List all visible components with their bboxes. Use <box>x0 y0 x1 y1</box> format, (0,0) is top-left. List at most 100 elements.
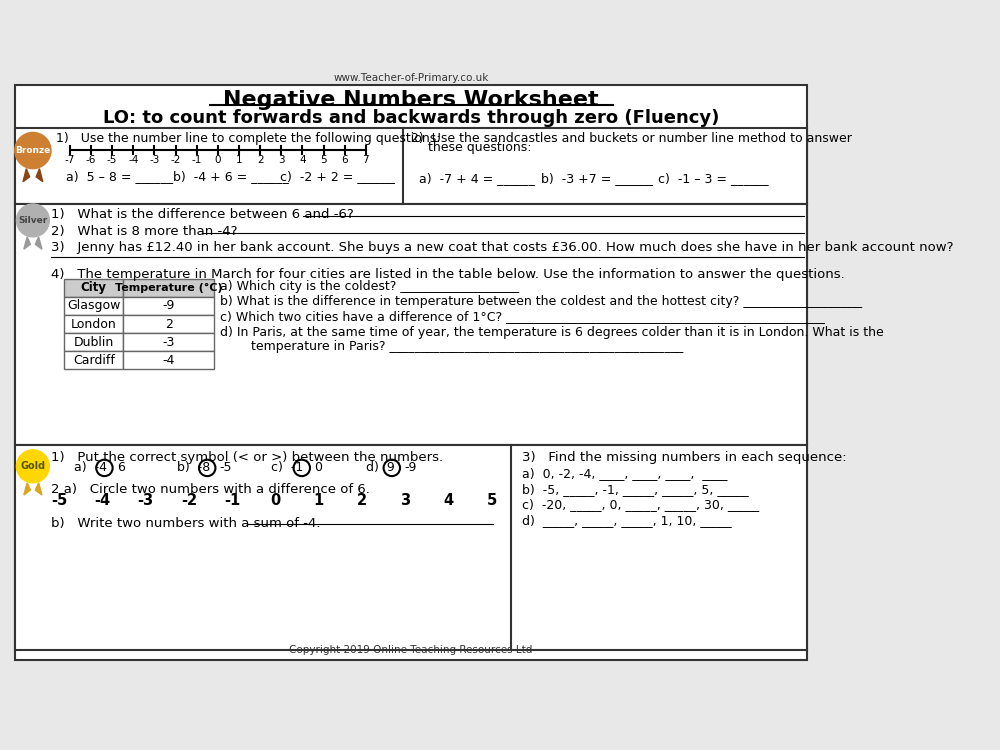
Polygon shape <box>35 237 42 249</box>
Text: London: London <box>71 317 117 331</box>
FancyBboxPatch shape <box>64 297 123 315</box>
Text: 0: 0 <box>270 494 281 508</box>
Text: a)  -7 + 4 = ______: a) -7 + 4 = ______ <box>419 172 535 185</box>
FancyBboxPatch shape <box>15 85 807 660</box>
Text: Negative Numbers Worksheet: Negative Numbers Worksheet <box>223 90 599 110</box>
Text: -2: -2 <box>181 494 197 508</box>
Text: -5: -5 <box>107 155 117 166</box>
FancyBboxPatch shape <box>123 333 214 351</box>
Text: c) Which two cities have a difference of 1°C? __________________________________: c) Which two cities have a difference of… <box>220 310 825 323</box>
FancyBboxPatch shape <box>123 297 214 315</box>
Text: b)  -8: b) -8 <box>177 461 210 475</box>
Text: 1: 1 <box>314 494 324 508</box>
Text: Silver: Silver <box>18 216 48 225</box>
Text: -9: -9 <box>404 461 417 475</box>
Polygon shape <box>23 169 30 182</box>
Text: b)   Write two numbers with a sum of -4.: b) Write two numbers with a sum of -4. <box>51 518 320 530</box>
Text: -4: -4 <box>94 494 111 508</box>
Text: 3: 3 <box>278 155 285 166</box>
Polygon shape <box>24 483 30 495</box>
Text: -3: -3 <box>162 335 175 349</box>
Text: Cardiff: Cardiff <box>73 354 115 367</box>
FancyBboxPatch shape <box>15 445 807 650</box>
Text: -2: -2 <box>170 155 181 166</box>
FancyBboxPatch shape <box>64 333 123 351</box>
Text: Temperature (°C): Temperature (°C) <box>115 283 222 293</box>
Text: -3: -3 <box>149 155 160 166</box>
Text: 3)   Jenny has £12.40 in her bank account. She buys a new coat that costs £36.00: 3) Jenny has £12.40 in her bank account.… <box>51 241 953 254</box>
FancyBboxPatch shape <box>64 279 123 297</box>
Text: 2: 2 <box>165 317 173 331</box>
Text: these questions:: these questions: <box>428 142 531 154</box>
Text: -7: -7 <box>65 155 75 166</box>
Circle shape <box>15 133 51 169</box>
Text: 3: 3 <box>400 494 410 508</box>
Text: Dublin: Dublin <box>74 335 114 349</box>
Polygon shape <box>24 237 30 249</box>
Text: 3)   Find the missing numbers in each sequence:: 3) Find the missing numbers in each sequ… <box>522 451 847 464</box>
Text: a)  0, -2, -4, ____, ____, ____,  ____: a) 0, -2, -4, ____, ____, ____, ____ <box>522 467 728 480</box>
Text: -5: -5 <box>51 494 67 508</box>
Text: d) In Paris, at the same time of year, the temperature is 6 degrees colder than : d) In Paris, at the same time of year, t… <box>220 326 884 340</box>
Text: a)  -4: a) -4 <box>74 461 107 475</box>
Text: LO: to count forwards and backwards through zero (Fluency): LO: to count forwards and backwards thro… <box>103 110 719 128</box>
Text: 1)   Use the number line to complete the following questions:: 1) Use the number line to complete the f… <box>56 131 440 145</box>
Text: a) Which city is the coldest? ___________________: a) Which city is the coldest? __________… <box>220 280 519 293</box>
Polygon shape <box>35 483 42 495</box>
Text: City: City <box>81 281 107 294</box>
Text: 1)   Put the correct symbol (< or >) between the numbers.: 1) Put the correct symbol (< or >) betwe… <box>51 451 443 464</box>
Text: Glasgow: Glasgow <box>67 299 120 313</box>
Text: 0: 0 <box>215 155 221 166</box>
FancyBboxPatch shape <box>123 315 214 333</box>
Text: d)  9: d) 9 <box>366 461 395 475</box>
Text: c)  -1 – 3 = ______: c) -1 – 3 = ______ <box>658 172 768 185</box>
Text: -9: -9 <box>162 299 175 313</box>
Text: b) What is the difference in temperature between the coldest and the hottest cit: b) What is the difference in temperature… <box>220 296 862 308</box>
Text: 6: 6 <box>117 461 125 475</box>
Text: d)  _____, _____, _____, 1, 10, _____: d) _____, _____, _____, 1, 10, _____ <box>522 514 732 527</box>
Text: -1: -1 <box>192 155 202 166</box>
Text: -5: -5 <box>220 461 232 475</box>
Text: 0: 0 <box>314 461 322 475</box>
Text: 5: 5 <box>320 155 327 166</box>
Text: www.Teacher-of-Primary.co.uk: www.Teacher-of-Primary.co.uk <box>333 74 489 83</box>
Text: Bronze: Bronze <box>15 146 51 155</box>
Text: -4: -4 <box>128 155 139 166</box>
Text: -1: -1 <box>224 494 240 508</box>
Text: a)  5 – 8 = ______: a) 5 – 8 = ______ <box>66 170 173 183</box>
Text: Gold: Gold <box>20 461 45 471</box>
Text: 2)   What is 8 more than -4?: 2) What is 8 more than -4? <box>51 224 237 238</box>
Text: 2: 2 <box>257 155 263 166</box>
Text: b)  -4 + 6 = ______: b) -4 + 6 = ______ <box>173 170 288 183</box>
Text: 2)  Use the sandcastles and buckets or number line method to answer: 2) Use the sandcastles and buckets or nu… <box>411 131 852 145</box>
Text: 4: 4 <box>443 494 454 508</box>
Text: c)  -2 + 2 = ______: c) -2 + 2 = ______ <box>280 170 394 183</box>
FancyBboxPatch shape <box>15 128 807 204</box>
FancyBboxPatch shape <box>15 204 807 445</box>
FancyBboxPatch shape <box>64 351 123 369</box>
FancyBboxPatch shape <box>123 279 214 297</box>
Text: 5: 5 <box>487 494 497 508</box>
Text: 2: 2 <box>357 494 367 508</box>
Text: 1: 1 <box>236 155 242 166</box>
Polygon shape <box>36 169 43 182</box>
Text: -3: -3 <box>138 494 154 508</box>
Text: c)  -20, _____, 0, _____, _____, 30, _____: c) -20, _____, 0, _____, _____, 30, ____… <box>522 498 759 512</box>
Text: -4: -4 <box>162 354 175 367</box>
Text: 4: 4 <box>299 155 306 166</box>
Text: b)  -3 +7 = ______: b) -3 +7 = ______ <box>541 172 653 185</box>
Text: 6: 6 <box>341 155 348 166</box>
Text: b)  -5, _____, -1, _____, _____, 5, _____: b) -5, _____, -1, _____, _____, 5, _____ <box>522 483 749 496</box>
FancyBboxPatch shape <box>64 315 123 333</box>
Circle shape <box>16 450 49 483</box>
Text: 4)   The temperature in March for four cities are listed in the table below. Use: 4) The temperature in March for four cit… <box>51 268 845 281</box>
Text: -6: -6 <box>86 155 96 166</box>
Text: 2 a)   Circle two numbers with a difference of 6.: 2 a) Circle two numbers with a differenc… <box>51 483 370 496</box>
FancyBboxPatch shape <box>123 351 214 369</box>
Text: Copyright 2019 Online Teaching Resources Ltd: Copyright 2019 Online Teaching Resources… <box>289 644 533 655</box>
Text: 7: 7 <box>363 155 369 166</box>
Circle shape <box>16 204 49 237</box>
Text: 1)   What is the difference between 6 and -6?: 1) What is the difference between 6 and … <box>51 208 354 221</box>
Text: temperature in Paris? _______________________________________________: temperature in Paris? __________________… <box>235 340 683 352</box>
Text: c)  -1: c) -1 <box>271 461 304 475</box>
